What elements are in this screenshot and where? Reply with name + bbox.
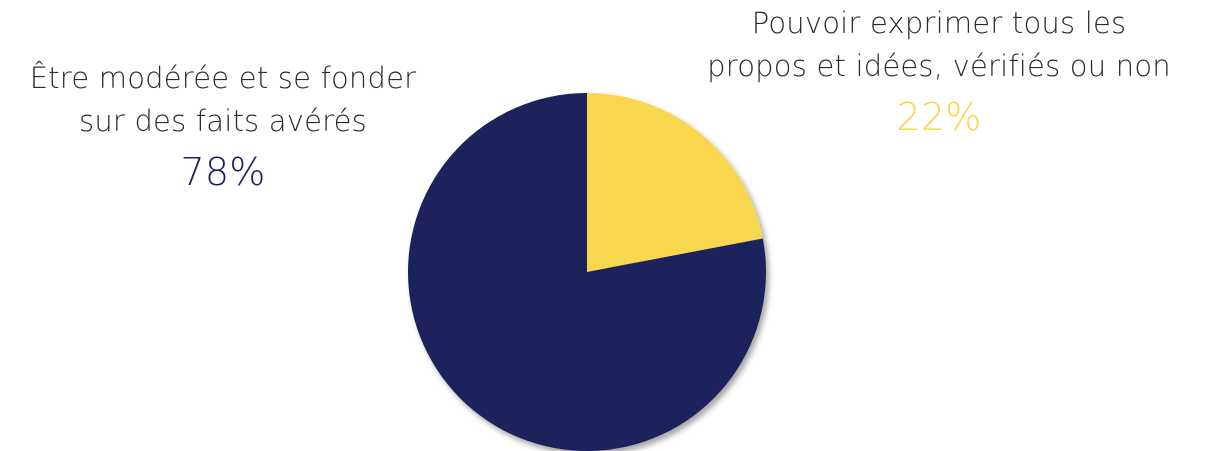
pie-slice-78 [407, 93, 766, 451]
slice-percent-label-22: 22% [896, 95, 982, 139]
slice-percent-label-78: 78% [180, 150, 266, 194]
slice-label-line-1: Être modérée et se fonder [29, 61, 417, 95]
pie-slices [407, 93, 766, 451]
slice-label-line-1: Pouvoir exprimer tous les [751, 6, 1127, 40]
slice-label-line-2: sur des faits avérés [79, 104, 367, 138]
slice-label-moderee: Être modérée et se fonder sur des faits … [0, 57, 446, 197]
slice-label-exprimer: Pouvoir exprimer tous les propos et idée… [662, 2, 1216, 142]
slice-label-line-2: propos et idées, vérifiés ou non [707, 49, 1171, 83]
pie-slice-22 [587, 93, 763, 272]
